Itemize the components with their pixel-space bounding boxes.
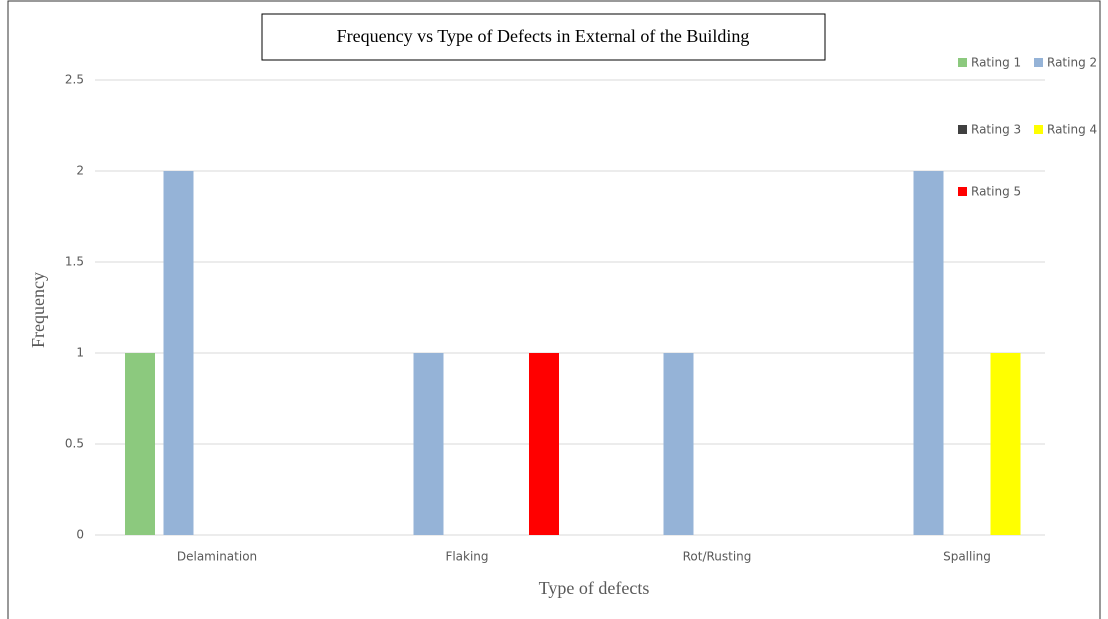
bar	[990, 353, 1021, 535]
title-box	[261, 13, 826, 61]
legend-label: Rating 4	[1047, 123, 1097, 137]
x-tick-label: Flaking	[445, 550, 488, 564]
legend-swatch	[1034, 125, 1043, 134]
bar	[663, 353, 694, 535]
legend-label: Rating 2	[1047, 56, 1097, 70]
y-tick-label: 0	[76, 528, 84, 542]
legend-label: Rating 5	[971, 185, 1021, 199]
y-tick-label: 1.5	[65, 255, 84, 269]
legend-label: Rating 1	[971, 56, 1021, 70]
legend-swatch	[958, 187, 967, 196]
bar	[125, 353, 155, 535]
y-tick-label: 2.5	[65, 73, 84, 87]
bar	[163, 171, 194, 535]
y-axis-label: Frequency	[28, 272, 48, 348]
legend-swatch	[958, 58, 967, 67]
x-axis-label: Type of defects	[539, 578, 650, 598]
frame	[7, 0, 1101, 619]
y-tick-label: 0.5	[65, 437, 84, 451]
bar	[913, 171, 944, 535]
bar	[413, 353, 444, 535]
x-tick-label: Rot/Rusting	[683, 550, 752, 564]
chart-title: Frequency vs Type of Defects in External…	[337, 26, 750, 46]
legend-swatch	[958, 125, 967, 134]
legend-swatch	[1034, 58, 1043, 67]
x-tick-label: Spalling	[943, 550, 991, 564]
y-tick-label: 1	[76, 346, 84, 360]
x-tick-label: Delamination	[177, 550, 257, 564]
legend-label: Rating 3	[971, 123, 1021, 137]
y-tick-label: 2	[76, 164, 84, 178]
bar	[529, 353, 559, 535]
